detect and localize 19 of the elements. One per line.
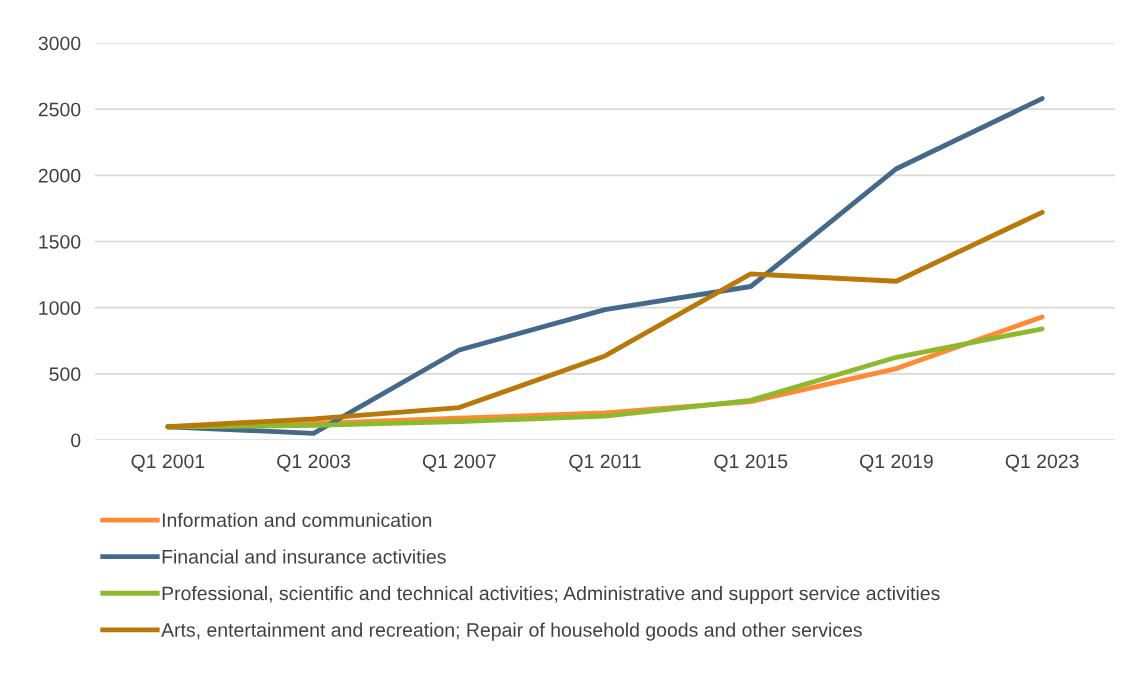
x-tick-label: Q1 2023 <box>1005 454 1079 472</box>
x-tick-label: Q1 2011 <box>569 454 641 472</box>
x-tick-label: Q1 2001 <box>131 454 205 472</box>
legend-label: Financial and insurance activities <box>162 549 446 564</box>
x-tick-label: Q1 2019 <box>860 454 933 472</box>
x-tick-label: Q1 2003 <box>277 454 351 472</box>
line-series <box>165 209 1045 430</box>
y-tick-label: 1000 <box>39 301 81 315</box>
y-tick-label: 0 <box>71 433 81 448</box>
legend-label: Arts, entertainment and recreation; Repair of household goods and other services <box>161 622 862 641</box>
legend-label: Information and communication <box>162 512 432 528</box>
y-tick-label: 500 <box>49 367 81 382</box>
y-tick-label: 1500 <box>39 234 81 249</box>
x-tick-label: Q1 2015 <box>714 454 788 472</box>
y-tick-label: 2000 <box>38 168 81 183</box>
legend-label: Professional, scientific and technical activities; Administrative and support service activities <box>162 585 940 605</box>
y-tick-label: 3000 <box>38 36 81 51</box>
y-tick-label: 2500 <box>38 102 81 117</box>
x-tick-label: Q1 2007 <box>422 454 496 472</box>
